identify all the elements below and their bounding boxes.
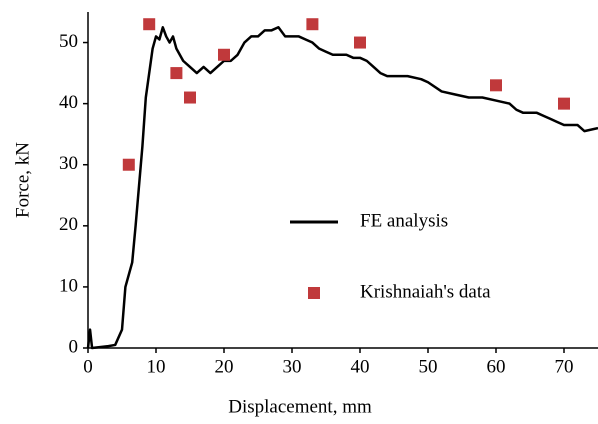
data-point <box>184 91 196 104</box>
data-point <box>306 18 319 31</box>
legend-marker <box>308 287 320 299</box>
legend-label: FE analysis <box>360 210 448 231</box>
x-tick-label: 20 <box>215 356 234 377</box>
x-tick-label: 60 <box>487 356 506 377</box>
data-point <box>354 36 366 49</box>
legend-label: Krishnaiah's data <box>360 281 491 302</box>
data-point <box>170 67 183 80</box>
y-tick-label: 40 <box>59 92 78 113</box>
y-tick-label: 30 <box>59 153 78 174</box>
x-tick-label: 0 <box>83 356 93 377</box>
y-tick-label: 50 <box>59 31 78 52</box>
x-tick-label: 30 <box>283 356 302 377</box>
x-axis-label: Displacement, mm <box>228 396 372 417</box>
data-point <box>558 97 570 110</box>
y-tick-label: 0 <box>69 336 79 357</box>
x-tick-label: 10 <box>147 356 166 377</box>
data-point <box>143 18 156 31</box>
data-point <box>490 79 502 92</box>
y-tick-label: 10 <box>59 275 78 296</box>
data-point <box>218 48 230 61</box>
x-tick-label: 70 <box>555 356 574 377</box>
y-axis-label: Force, kN <box>12 142 33 218</box>
y-tick-label: 20 <box>59 214 78 235</box>
data-point <box>122 158 135 171</box>
x-tick-label: 50 <box>419 356 438 377</box>
fe-line <box>86 26 598 350</box>
x-tick-label: 40 <box>351 356 370 377</box>
